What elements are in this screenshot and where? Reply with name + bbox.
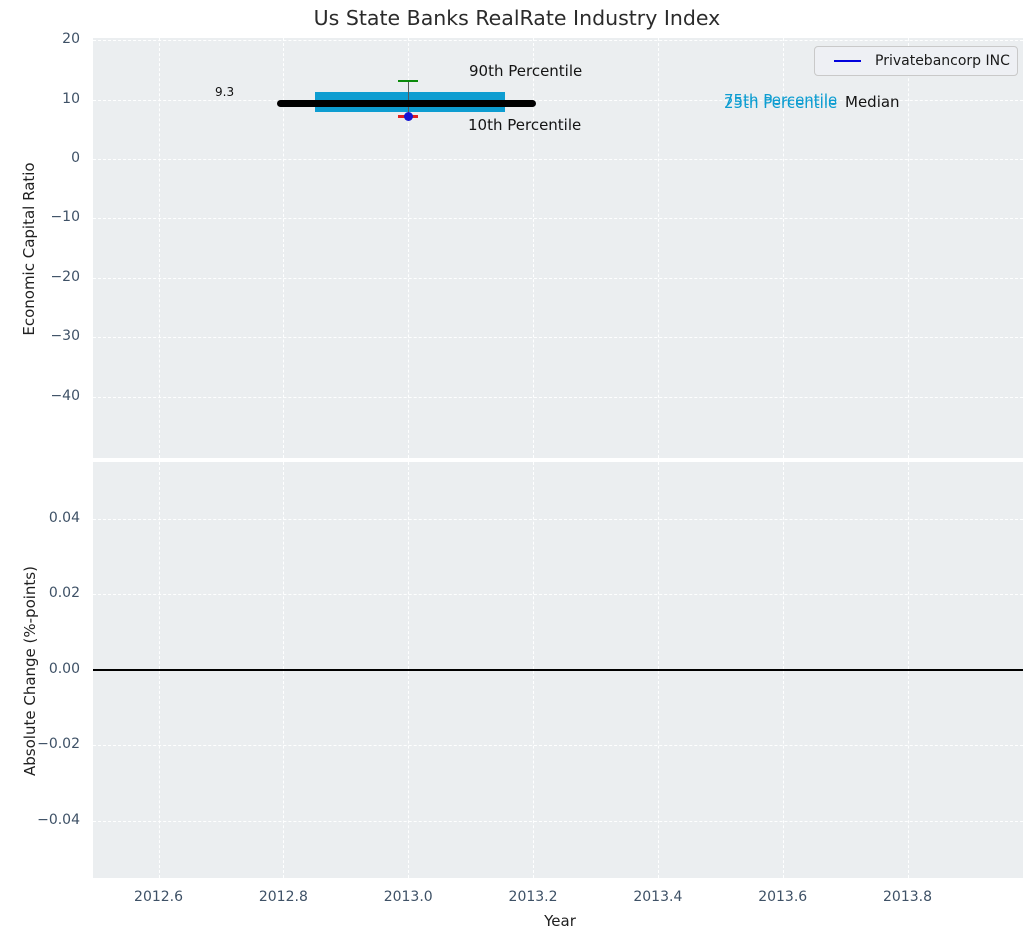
gridline-vertical bbox=[283, 38, 285, 458]
zero-reference-line bbox=[93, 668, 1023, 671]
y-tick-label: 0 bbox=[71, 149, 80, 166]
whisker-line bbox=[407, 81, 409, 117]
gridline-vertical bbox=[533, 38, 535, 458]
x-tick-label: 2013.4 bbox=[633, 889, 683, 905]
y-tick-label: −30 bbox=[50, 328, 80, 345]
gridline-horizontal bbox=[93, 337, 1023, 339]
median-line bbox=[277, 100, 537, 108]
x-axis-label: Year bbox=[544, 912, 576, 930]
bottom-plot-area bbox=[93, 462, 1023, 878]
gridline-horizontal bbox=[93, 277, 1023, 279]
x-tick-label: 2013.8 bbox=[883, 889, 933, 905]
top-plot-area bbox=[93, 38, 1023, 458]
gridline-horizontal bbox=[93, 594, 1023, 596]
gridline-vertical bbox=[657, 38, 659, 458]
gridline-vertical bbox=[907, 38, 909, 458]
y-tick-label: −0.02 bbox=[37, 736, 80, 753]
gridline-vertical bbox=[782, 38, 784, 458]
legend-label: Privatebancorp INC bbox=[875, 53, 1010, 69]
y-tick-label: 20 bbox=[62, 31, 80, 48]
gridline-horizontal bbox=[93, 158, 1023, 160]
annotation-25th-percentile: 25th Percentile bbox=[724, 94, 838, 112]
y-tick-label: 0.04 bbox=[48, 509, 80, 526]
x-tick-label: 2013.6 bbox=[758, 889, 808, 905]
y-tick-label: −40 bbox=[50, 387, 80, 404]
y-tick-label: −0.04 bbox=[37, 811, 80, 828]
annotation-median-value: 9.3 bbox=[215, 85, 235, 99]
annotation-10th-percentile: 10th Percentile bbox=[468, 116, 582, 134]
x-tick-label: 2013.2 bbox=[508, 889, 558, 905]
gridline-horizontal bbox=[93, 396, 1023, 398]
gridline-horizontal bbox=[93, 40, 1023, 42]
bottom-y-axis-label: Absolute Change (%-points) bbox=[21, 566, 39, 776]
x-tick-label: 2012.8 bbox=[258, 889, 308, 905]
gridline-horizontal bbox=[93, 99, 1023, 101]
annotation-median: Median bbox=[845, 93, 900, 111]
x-tick-label: 2012.6 bbox=[134, 889, 184, 905]
annotation-90th-percentile: 90th Percentile bbox=[469, 62, 583, 80]
y-tick-label: 10 bbox=[62, 90, 80, 107]
legend-line-sample bbox=[834, 59, 861, 63]
y-tick-label: 0.00 bbox=[48, 660, 80, 677]
gridline-horizontal bbox=[93, 745, 1023, 747]
x-tick-label: 2013.0 bbox=[383, 889, 433, 905]
top-y-axis-label: Economic Capital Ratio bbox=[20, 162, 38, 336]
gridline-horizontal bbox=[93, 820, 1023, 822]
y-tick-label: −20 bbox=[50, 268, 80, 285]
gridline-vertical bbox=[158, 38, 160, 458]
chart-title: Us State Banks RealRate Industry Index bbox=[313, 6, 721, 30]
y-tick-label: −10 bbox=[50, 209, 80, 226]
gridline-horizontal bbox=[93, 518, 1023, 520]
legend-box: Privatebancorp INC bbox=[814, 46, 1018, 76]
annotation-75th-percentile: 75th Percentile bbox=[724, 91, 838, 109]
company-data-point bbox=[403, 112, 413, 122]
y-tick-label: 0.02 bbox=[48, 585, 80, 602]
gridline-horizontal bbox=[93, 218, 1023, 220]
p90-whisker-cap bbox=[398, 79, 419, 83]
gridline-vertical bbox=[408, 38, 410, 458]
